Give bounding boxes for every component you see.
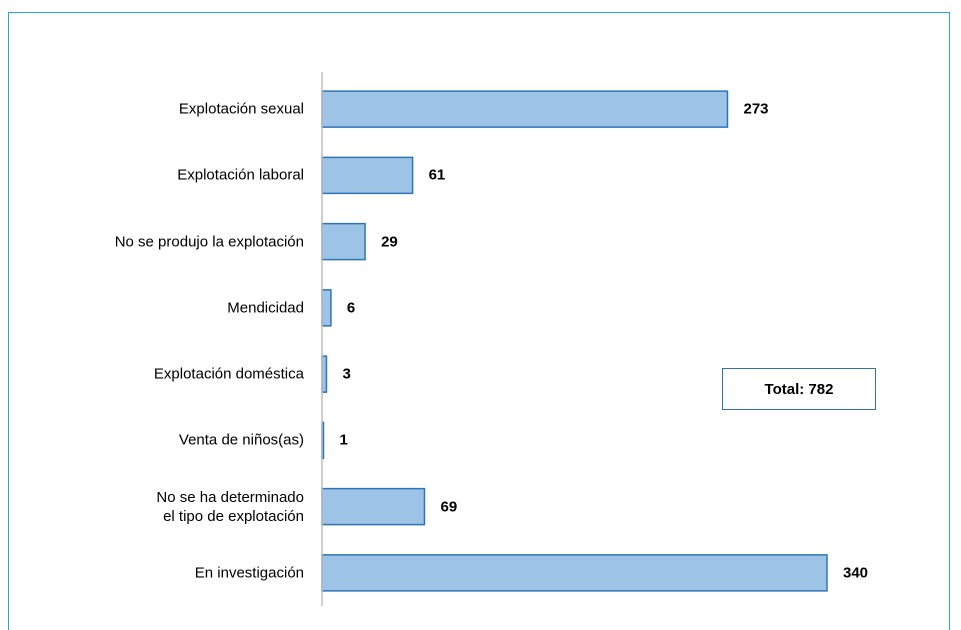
- total-annotation: Total: 782: [722, 368, 876, 410]
- value-label: 340: [843, 564, 869, 582]
- bar: [321, 90, 729, 128]
- category-label: Venta de niños(as): [178, 431, 304, 449]
- category-label: Explotación sexual: [178, 100, 304, 118]
- category-label: Explotación doméstica: [153, 365, 304, 383]
- value-label: 1: [339, 431, 348, 449]
- bar: [321, 487, 426, 526]
- category-label: No se ha determinado el tipo de explotac…: [156, 488, 304, 525]
- frame: [8, 12, 950, 630]
- value-label: 3: [342, 365, 351, 383]
- bar: [321, 222, 366, 261]
- value-label: 29: [381, 233, 398, 251]
- bar: [321, 554, 828, 592]
- category-label: En investigación: [194, 564, 304, 582]
- category-label: No se produjo la explotación: [114, 233, 304, 251]
- category-label: Mendicidad: [227, 299, 304, 317]
- value-label: 6: [346, 299, 356, 317]
- category-label: Explotación laboral: [177, 166, 304, 184]
- bar: [321, 289, 332, 327]
- value-label: 69: [440, 498, 458, 516]
- value-label: 273: [743, 100, 769, 118]
- bar: [321, 156, 414, 195]
- value-label: 61: [428, 166, 446, 184]
